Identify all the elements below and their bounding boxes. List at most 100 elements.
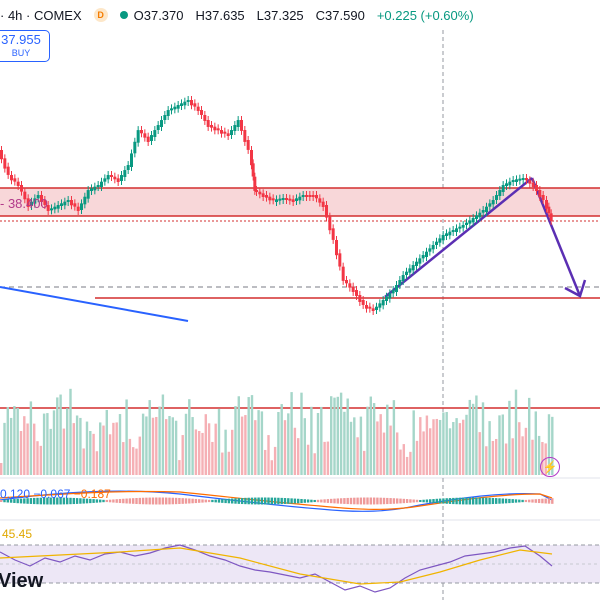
macd-bar [382,497,386,505]
volume-bar [534,411,537,475]
candle-body [73,203,77,207]
candle-body [173,106,177,110]
candle-body [358,295,362,302]
volume-bar [323,441,326,475]
volume-bar [254,420,257,475]
volume-bar [336,396,339,475]
macd-bar [333,498,336,504]
volume-bar [247,397,250,475]
volume-bar [201,432,204,475]
macd-bar [250,497,254,505]
volume-bar [244,415,247,475]
macd-bar [95,499,99,503]
market-status-dot [119,11,128,19]
volume-bar [158,406,161,475]
candle-body [325,205,328,218]
candle-body [3,158,7,169]
candle-body [156,125,160,130]
volume-bar [85,421,89,475]
volume-bar [372,403,376,475]
volume-bar [211,441,214,475]
candle-body [311,195,315,197]
candle-body [50,208,53,211]
volume-bar [521,436,524,475]
volume-bar [105,409,108,475]
volume-bar [402,444,405,475]
macd-bar [349,497,353,505]
macd-bar [495,498,498,504]
volume-bar [23,416,26,475]
volume-bar [33,423,36,475]
macd-bar [201,499,204,503]
volume-bar [13,406,16,475]
macd-bar [303,499,306,503]
candle-body [518,178,522,181]
ohlc-close: C37.590 [315,7,365,23]
candle-body [170,108,173,111]
candle-body [183,101,187,106]
symbol-info[interactable]: · 4h · COMEX [0,7,82,23]
macd-bar [99,499,102,503]
candle-body [86,190,90,199]
volume-bar [389,425,392,475]
macd-bar [234,498,237,504]
candle-body [140,130,143,134]
volume-bar [95,451,99,475]
macd-bar [458,497,462,505]
volume-bar [132,447,135,475]
macd-bar [445,498,448,504]
candle-body [30,201,33,206]
candle-body [395,285,398,292]
volume-bar [82,448,85,475]
macd-bar [161,497,165,505]
rsi-ma-line [0,547,553,585]
volume-bar [320,406,323,475]
macd-bar [85,498,89,504]
macd-bar [135,498,138,504]
volume-bar [429,428,432,475]
macd-value: 0.120 [0,487,31,501]
candle-body [186,100,190,103]
macd-bar [485,497,488,505]
delayed-data-badge[interactable]: D [93,8,108,22]
volume-bar [491,440,495,475]
buy-button[interactable]: 37.955 BUY [0,30,50,62]
volume-bar [72,423,75,475]
candle-body [348,283,352,288]
macd-bar [537,498,541,504]
volume-bar [99,422,102,475]
macd-bar [435,498,438,504]
candle-body [10,175,13,181]
macd-bar [102,499,105,503]
candle-body [265,195,268,198]
candle-body [26,198,30,207]
volume-bar [273,446,277,475]
candle-body [345,280,348,284]
volume-bar [475,395,478,475]
volume-bar [462,419,465,475]
macd-bar [498,498,501,504]
candle-body [528,180,532,184]
volume-bars [0,388,554,475]
lightning-icon[interactable]: ⚡ [540,457,560,477]
volume-bar [551,416,554,475]
candle-body [381,300,385,306]
macd-bar [316,499,320,503]
volume-bar [0,463,3,475]
volume-bar [468,399,471,475]
volume-bar [227,451,231,475]
macd-bar [168,497,171,505]
macd-bar [6,499,9,503]
candle-body [515,179,518,182]
candle-body [66,200,70,203]
candles [0,96,553,315]
candle-body [408,268,412,273]
volume-bar [498,415,501,475]
macd-bar [237,498,240,504]
volume-bar [339,392,343,475]
volume-bar [399,449,402,475]
candle-body [418,258,422,264]
macd-histogram [0,497,554,505]
volume-bar [49,428,52,475]
